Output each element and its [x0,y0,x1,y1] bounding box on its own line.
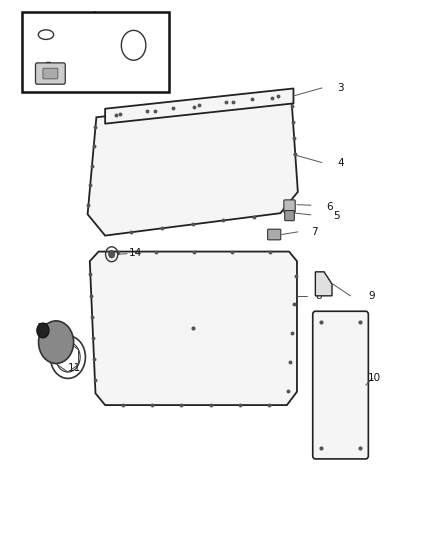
Bar [22,12,169,92]
Text: 8: 8 [315,291,322,301]
Text: 10: 10 [368,374,381,383]
Polygon shape [105,88,293,124]
Circle shape [37,323,49,338]
Text: 15: 15 [131,56,144,66]
Circle shape [109,251,115,258]
FancyBboxPatch shape [285,211,294,221]
Text: 6: 6 [326,202,333,212]
FancyBboxPatch shape [35,63,65,84]
FancyBboxPatch shape [313,311,368,459]
Circle shape [39,321,74,364]
Text: 5: 5 [333,211,339,221]
Polygon shape [315,272,332,296]
Text: 3: 3 [337,83,344,93]
Text: 12: 12 [44,344,57,354]
FancyBboxPatch shape [268,229,281,240]
Polygon shape [90,252,297,405]
Text: 14: 14 [129,248,142,258]
Text: 16: 16 [59,19,71,29]
Polygon shape [88,96,298,236]
FancyBboxPatch shape [284,200,295,213]
Text: 11: 11 [68,363,81,373]
Text: 7: 7 [311,227,318,237]
Text: 17: 17 [68,72,80,82]
Text: 9: 9 [368,291,374,301]
Text: 4: 4 [337,158,344,167]
FancyBboxPatch shape [43,68,58,79]
Text: 13: 13 [37,323,50,333]
